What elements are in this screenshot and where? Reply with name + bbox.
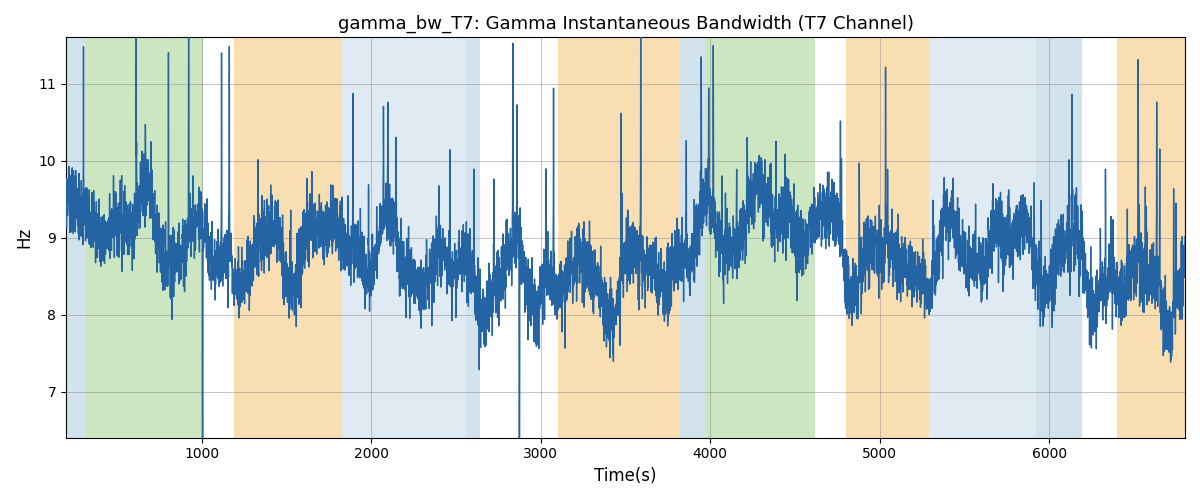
Bar bbox=[234, 38, 342, 438]
Bar bbox=[66, 38, 86, 438]
Bar bbox=[706, 38, 816, 438]
Bar bbox=[466, 38, 480, 438]
Bar bbox=[679, 38, 706, 438]
Y-axis label: Hz: Hz bbox=[14, 227, 32, 248]
Title: gamma_bw_T7: Gamma Instantaneous Bandwidth (T7 Channel): gamma_bw_T7: Gamma Instantaneous Bandwid… bbox=[337, 15, 913, 34]
Bar bbox=[1036, 38, 1081, 438]
Bar bbox=[342, 38, 466, 438]
Bar bbox=[1117, 38, 1186, 438]
X-axis label: Time(s): Time(s) bbox=[594, 467, 656, 485]
Bar bbox=[558, 38, 679, 438]
Bar bbox=[86, 38, 203, 438]
Bar bbox=[846, 38, 929, 438]
Bar bbox=[929, 38, 1036, 438]
